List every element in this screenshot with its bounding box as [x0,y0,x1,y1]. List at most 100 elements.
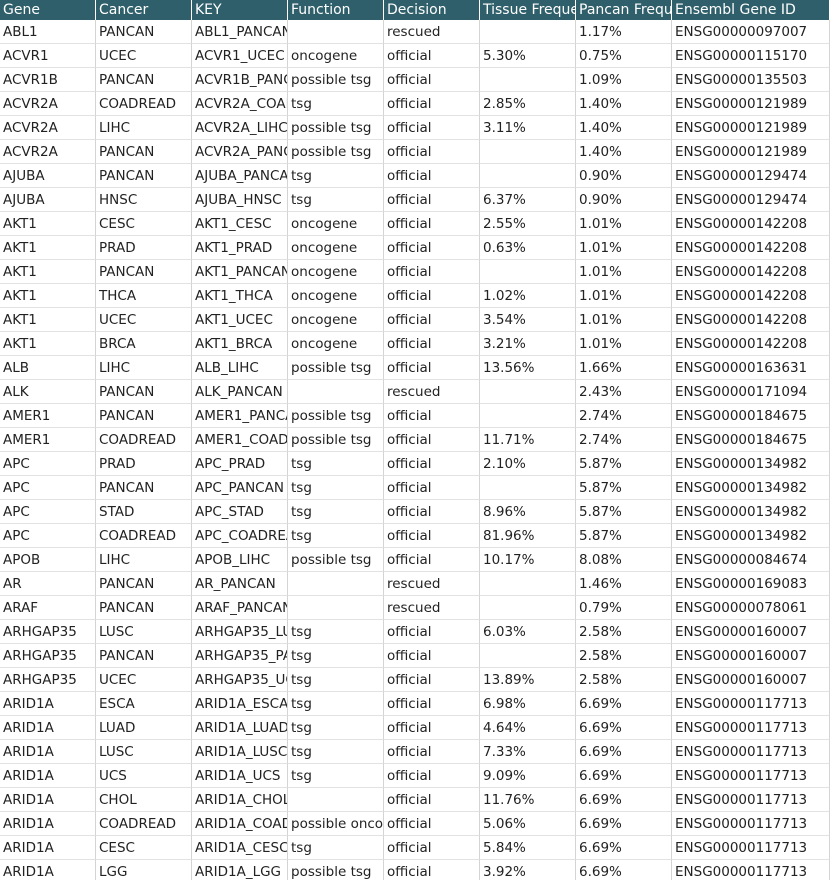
cell-function[interactable]: tsg [288,164,384,188]
cell-tissue-frequency[interactable]: 3.21% [480,332,576,356]
cell-function[interactable]: tsg [288,476,384,500]
cell-gene[interactable]: ARID1A [0,740,96,764]
cell-ensembl-gene-id[interactable]: ENSG00000129474 [672,164,830,188]
cell-tissue-frequency[interactable] [480,140,576,164]
cell-ensembl-gene-id[interactable]: ENSG00000135503 [672,68,830,92]
cell-gene[interactable]: ARID1A [0,788,96,812]
cell-decision[interactable]: official [384,452,480,476]
cell-tissue-frequency[interactable] [480,476,576,500]
cell-function[interactable]: tsg [288,692,384,716]
cell-decision[interactable]: official [384,428,480,452]
cell-tissue-frequency[interactable] [480,260,576,284]
cell-gene[interactable]: ARID1A [0,836,96,860]
cell-key[interactable]: AKT1_PANCAN [192,260,288,284]
cell-pancan-frequency[interactable]: 2.58% [576,644,672,668]
cell-key[interactable]: AKT1_PRAD [192,236,288,260]
cell-tissue-frequency[interactable] [480,644,576,668]
cell-tissue-frequency[interactable]: 3.11% [480,116,576,140]
cell-function[interactable]: tsg [288,620,384,644]
cell-gene[interactable]: AJUBA [0,188,96,212]
cell-ensembl-gene-id[interactable]: ENSG00000163631 [672,356,830,380]
cell-decision[interactable]: official [384,68,480,92]
cell-pancan-frequency[interactable]: 1.01% [576,236,672,260]
cell-cancer[interactable]: COADREAD [96,92,192,116]
cell-pancan-frequency[interactable]: 2.74% [576,428,672,452]
cell-cancer[interactable]: PANCAN [96,596,192,620]
cell-decision[interactable]: official [384,116,480,140]
cell-decision[interactable]: official [384,284,480,308]
cell-ensembl-gene-id[interactable]: ENSG00000142208 [672,284,830,308]
cell-pancan-frequency[interactable]: 1.46% [576,572,672,596]
cell-pancan-frequency[interactable]: 1.17% [576,20,672,44]
cell-cancer[interactable]: BRCA [96,332,192,356]
cell-cancer[interactable]: UCS [96,764,192,788]
cell-key[interactable]: AMER1_PANCAN [192,404,288,428]
cell-function[interactable]: tsg [288,92,384,116]
cell-key[interactable]: AKT1_UCEC [192,308,288,332]
cell-decision[interactable]: rescued [384,380,480,404]
cell-gene[interactable]: ARHGAP35 [0,644,96,668]
cell-decision[interactable]: official [384,164,480,188]
cell-key[interactable]: APC_COADREAD [192,524,288,548]
cell-gene[interactable]: AKT1 [0,284,96,308]
cell-tissue-frequency[interactable]: 4.64% [480,716,576,740]
cell-cancer[interactable]: CHOL [96,788,192,812]
cell-key[interactable]: ACVR2A_PANCAN [192,140,288,164]
cell-cancer[interactable]: UCEC [96,308,192,332]
cell-cancer[interactable]: PANCAN [96,644,192,668]
cell-key[interactable]: AKT1_THCA [192,284,288,308]
cell-key[interactable]: APC_STAD [192,500,288,524]
cell-ensembl-gene-id[interactable]: ENSG00000142208 [672,308,830,332]
cell-ensembl-gene-id[interactable]: ENSG00000121989 [672,140,830,164]
cell-function[interactable]: tsg [288,500,384,524]
cell-decision[interactable]: official [384,92,480,116]
cell-tissue-frequency[interactable]: 6.03% [480,620,576,644]
cell-cancer[interactable]: LIHC [96,548,192,572]
cell-gene[interactable]: ARID1A [0,812,96,836]
cell-decision[interactable]: official [384,236,480,260]
cell-tissue-frequency[interactable]: 8.96% [480,500,576,524]
cell-key[interactable]: AKT1_BRCA [192,332,288,356]
cell-function[interactable]: tsg [288,668,384,692]
cell-cancer[interactable]: LUSC [96,620,192,644]
cell-decision[interactable]: official [384,740,480,764]
cell-gene[interactable]: ACVR2A [0,140,96,164]
cell-ensembl-gene-id[interactable]: ENSG00000117713 [672,860,830,880]
cell-decision[interactable]: official [384,404,480,428]
cell-gene[interactable]: AKT1 [0,332,96,356]
cell-gene[interactable]: APC [0,452,96,476]
cell-tissue-frequency[interactable]: 2.10% [480,452,576,476]
cell-tissue-frequency[interactable] [480,20,576,44]
cell-gene[interactable]: APC [0,500,96,524]
cell-tissue-frequency[interactable]: 13.56% [480,356,576,380]
cell-cancer[interactable]: PRAD [96,236,192,260]
cell-cancer[interactable]: COADREAD [96,428,192,452]
column-header-decision[interactable]: Decision [384,0,480,20]
cell-pancan-frequency[interactable]: 1.01% [576,308,672,332]
cell-ensembl-gene-id[interactable]: ENSG00000160007 [672,620,830,644]
column-header-ensembl-gene-id[interactable]: Ensembl Gene ID [672,0,830,20]
cell-function[interactable]: possible tsg [288,428,384,452]
cell-decision[interactable]: official [384,356,480,380]
cell-decision[interactable]: official [384,668,480,692]
cell-cancer[interactable]: CESC [96,836,192,860]
cell-ensembl-gene-id[interactable]: ENSG00000184675 [672,404,830,428]
cell-function[interactable]: possible tsg [288,68,384,92]
column-header-gene[interactable]: Gene [0,0,96,20]
cell-cancer[interactable]: PANCAN [96,572,192,596]
cell-function[interactable]: tsg [288,716,384,740]
cell-ensembl-gene-id[interactable]: ENSG00000142208 [672,236,830,260]
cell-ensembl-gene-id[interactable]: ENSG00000169083 [672,572,830,596]
cell-function[interactable]: possible tsg [288,548,384,572]
cell-key[interactable]: ARID1A_ESCA [192,692,288,716]
cell-pancan-frequency[interactable]: 6.69% [576,812,672,836]
cell-cancer[interactable]: PANCAN [96,380,192,404]
cell-tissue-frequency[interactable]: 11.71% [480,428,576,452]
cell-key[interactable]: ARHGAP35_LUSC [192,620,288,644]
cell-cancer[interactable]: UCEC [96,668,192,692]
cell-key[interactable]: ALK_PANCAN [192,380,288,404]
cell-tissue-frequency[interactable]: 2.55% [480,212,576,236]
cell-function[interactable]: tsg [288,764,384,788]
column-header-cancer[interactable]: Cancer [96,0,192,20]
cell-cancer[interactable]: COADREAD [96,812,192,836]
